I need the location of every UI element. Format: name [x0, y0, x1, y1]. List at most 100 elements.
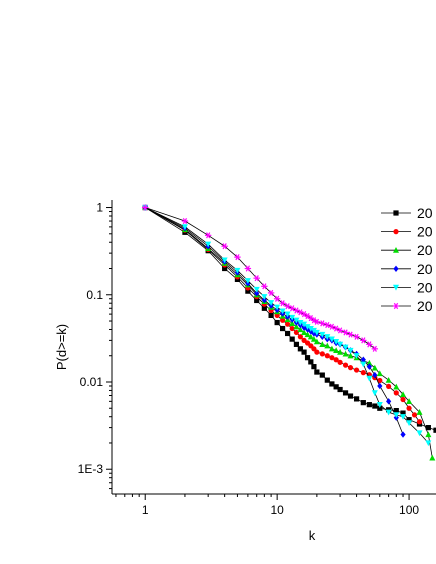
- legend-entry: 20: [381, 298, 433, 314]
- data-point: [181, 224, 188, 231]
- data-point: [314, 349, 320, 355]
- data-point: [297, 334, 303, 340]
- legend-label: 20: [417, 205, 433, 221]
- data-point: [328, 345, 335, 352]
- data-point: [284, 303, 291, 310]
- data-point: [360, 400, 366, 406]
- legend: 20 20 20 20 20 20: [381, 205, 433, 314]
- data-point: [386, 398, 392, 405]
- data-point: [406, 417, 412, 423]
- data-point: [406, 405, 412, 411]
- legend-marker: [393, 265, 399, 272]
- data-point: [393, 412, 400, 419]
- data-point: [376, 370, 383, 377]
- data-point: [386, 383, 392, 390]
- data-point: [337, 348, 344, 355]
- data-point: [313, 318, 321, 325]
- data-point: [406, 398, 413, 404]
- x-axis-title: k: [309, 528, 316, 543]
- data-point: [371, 345, 379, 352]
- x-tick-label: 10: [270, 503, 284, 517]
- data-point: [245, 288, 251, 294]
- data-point: [400, 410, 406, 416]
- data-point: [371, 390, 378, 397]
- y-tick-label: 0.1: [86, 288, 103, 302]
- data-point: [400, 391, 407, 398]
- data-point: [425, 431, 432, 438]
- data-point: [372, 371, 378, 379]
- series-4: [142, 204, 406, 438]
- data-point: [360, 356, 366, 363]
- data-point: [204, 232, 212, 239]
- data-point: [289, 320, 296, 326]
- data-point: [273, 295, 281, 302]
- data-point: [333, 339, 340, 345]
- data-point: [416, 409, 423, 415]
- data-point: [319, 331, 326, 338]
- series-5: [142, 204, 432, 447]
- legend-entry: 20: [381, 224, 433, 240]
- series-1: [142, 204, 436, 433]
- data-point: [425, 425, 431, 431]
- data-point: [385, 409, 392, 416]
- data-point: [297, 319, 304, 326]
- series-3: [142, 204, 436, 461]
- data-point: [142, 204, 149, 211]
- data-point: [307, 325, 314, 332]
- x-tick-label: 100: [399, 503, 419, 517]
- data-point: [336, 327, 344, 334]
- data-point: [393, 407, 399, 414]
- data-point: [254, 297, 260, 304]
- data-point: [347, 331, 354, 338]
- data-point: [304, 355, 311, 361]
- legend-label: 20: [417, 298, 433, 314]
- legend-marker: [393, 284, 399, 291]
- data-point: [267, 289, 275, 296]
- legend-label: 20: [417, 224, 433, 240]
- data-point: [366, 363, 372, 370]
- data-point: [400, 396, 406, 403]
- legend-label: 20: [417, 242, 433, 258]
- data-point: [181, 217, 189, 225]
- y-tick-label: 1E-3: [78, 462, 104, 476]
- data-point: [234, 254, 241, 261]
- data-point: [268, 300, 275, 306]
- data-point: [221, 257, 228, 264]
- series-layer: [142, 204, 436, 461]
- data-point: [284, 321, 291, 327]
- data-point: [342, 362, 349, 368]
- data-point: [268, 312, 274, 319]
- data-point: [433, 427, 436, 433]
- data-point: [261, 296, 267, 304]
- legend-entry: 20: [381, 279, 433, 295]
- data-point: [353, 333, 360, 340]
- data-point: [425, 440, 432, 447]
- data-point: [337, 386, 343, 393]
- data-point: [319, 320, 326, 327]
- data-point: [319, 341, 326, 347]
- data-point: [377, 382, 383, 390]
- series-6: [142, 204, 379, 352]
- data-point: [221, 243, 228, 250]
- legend-marker: [392, 302, 400, 310]
- data-point: [301, 349, 307, 355]
- data-point: [304, 324, 311, 330]
- data-point: [279, 300, 286, 307]
- y-tick-label: 0.01: [80, 375, 104, 389]
- data-point: [319, 372, 325, 378]
- y-axis-title: P(d>=k): [54, 324, 69, 370]
- data-point: [234, 267, 241, 274]
- data-point: [261, 305, 267, 311]
- data-point: [329, 381, 335, 387]
- data-point: [416, 430, 423, 437]
- data-point: [353, 367, 360, 373]
- data-point: [324, 321, 331, 329]
- data-point: [293, 317, 300, 324]
- data-point: [333, 347, 340, 354]
- data-point: [308, 359, 314, 365]
- data-point: [279, 308, 286, 315]
- legend-marker: [393, 247, 399, 253]
- x-tick-label: 1: [142, 503, 149, 517]
- legend-marker: [393, 229, 399, 235]
- data-point: [301, 329, 308, 336]
